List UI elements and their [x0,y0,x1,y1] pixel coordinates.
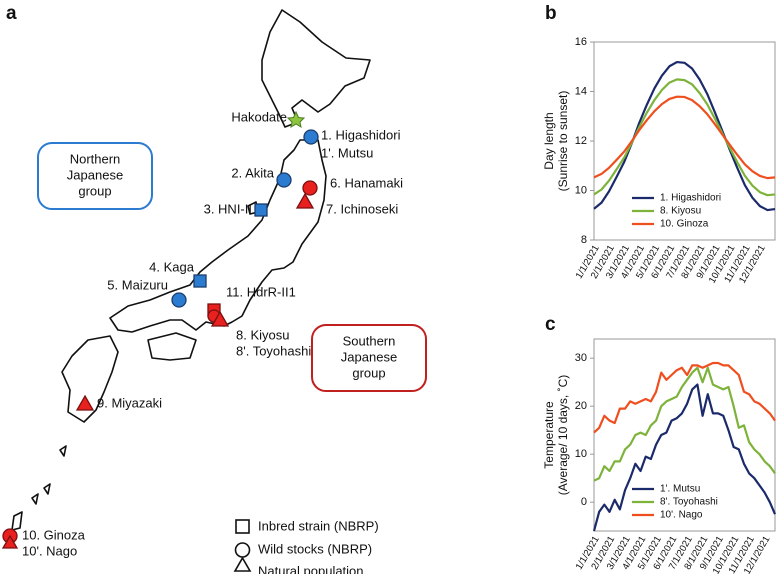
y-tick-label: 30 [575,352,587,364]
hokkaido [261,9,371,128]
circle-marker [302,180,318,196]
group-box: Northern Japanese group [37,142,153,210]
legend-text: Wild stocks (NBRP) [258,541,372,556]
y-tick-label: 8 [581,234,587,246]
y-tick-label: 12 [575,135,587,147]
y-tick-label: 10 [575,184,587,196]
site-label: 4. Kaga [149,259,195,274]
panel-label: b [545,3,557,24]
map-markers [1,110,319,549]
group-box: Southern Japanese group [311,324,427,392]
triangle-marker [210,310,230,327]
circle-marker [303,129,319,145]
legend-label: 10'. Nago [660,510,703,521]
group-text: Japanese [341,349,397,364]
legend-text: Inbred strain (NBRP) [258,518,379,533]
site-label: Hakodate [231,109,287,124]
island [59,445,67,457]
series-line [592,383,777,532]
plot-frame [593,338,776,532]
group-text: Northern [70,151,121,166]
legend-label: 8'. Toyohashi [660,497,718,508]
legend-triangle [233,556,252,572]
site-label: 5. Maizuru [107,277,168,292]
circle-marker [276,172,292,188]
triangle-marker [1,534,19,549]
series-line [593,366,776,482]
legend-label: 8. Kiyosu [660,206,701,217]
y-axis-label: Day length [542,112,556,169]
y-tick-label: 10 [575,448,587,460]
y-axis-label: (Average/ 10 days, ˚C) [556,375,570,496]
site-label: 6. Hanamaki [330,175,403,190]
site-label: 8'. Toyohashi [236,343,311,358]
group-text: Southern [343,333,396,348]
legend-circle [234,542,251,558]
triangle-marker [75,394,95,411]
site-label: 11. HdrR-II1 [226,284,296,299]
square-marker [254,203,268,217]
island [43,483,51,495]
site-label: 8. Kiyosu [236,327,289,342]
series-line [593,95,776,180]
group-frame [311,324,427,392]
group-text: Japanese [67,167,123,182]
panel-label: a [6,3,17,24]
y-tick-label: 20 [575,400,587,412]
y-axis-label: Temperature [542,401,556,469]
site-label: 10'. Nago [22,543,77,558]
group-frame [37,142,153,210]
star-marker [286,110,306,129]
series-line [593,361,776,434]
kyushu [61,335,119,423]
panel-label: c [545,314,556,335]
site-label: 3. HNI-II [204,201,252,216]
legend-label: 10. Ginoza [660,219,709,230]
site-label: 1. Higashidori [321,127,401,142]
map-legend: Inbred strain (NBRP) Wild stocks (NBRP) … [233,518,379,574]
legend-label: 1'. Mutsu [660,484,700,495]
series-line [593,60,776,212]
japan-map [11,9,371,531]
line-chart: 0 10 20 30 Temperature (Average/ 10 days, ˚C)… [542,338,777,574]
site-label: 9. Miyazaki [97,395,162,410]
island [31,493,39,505]
group-text: group [78,183,111,198]
legend-square [235,519,250,534]
site-label: 1'. Mutsu [321,145,373,160]
honshu [109,139,327,333]
site-labels: Hakodate 1. Higashidori 1'. Mutsu 2. Aki… [22,109,403,558]
y-axis-label: (Sunrise to sunset) [556,91,570,192]
site-label: 10. Ginoza [22,527,86,542]
y-tick-label: 0 [581,496,587,508]
legend-label: 1. Higashidori [660,193,721,204]
series-line [593,78,776,197]
shikoku [147,332,197,361]
triangle-marker [295,192,315,209]
island [11,511,23,531]
site-label: 7. Ichinoseki [326,201,398,216]
circle-marker [171,292,187,308]
site-label: 2. Akita [231,165,274,180]
group-text: group [352,365,385,380]
y-tick-label: 14 [575,85,587,97]
legend-text: Natural population [258,563,364,574]
square-marker [193,274,207,288]
y-tick-label: 16 [575,36,587,48]
